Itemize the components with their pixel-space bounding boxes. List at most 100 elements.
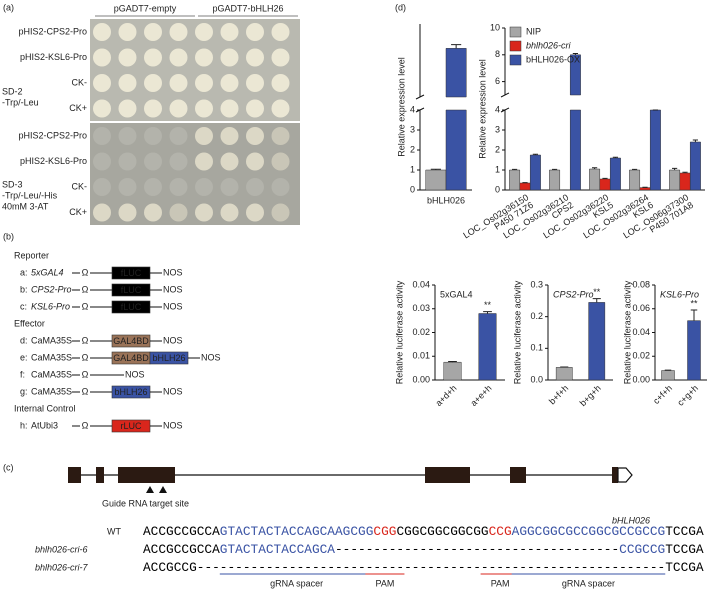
sequence-segment: TCCGA [665,560,704,575]
y-tick-label: 0.04 [632,327,650,337]
utr-arrow [617,467,633,483]
row-label: pHIS2-KSL6-Pro [20,52,87,62]
group-title: Effector [14,318,45,328]
panel-label: (b) [3,231,14,241]
legend-label: bHLH026-OX [526,54,580,64]
medium-label: SD-2 [2,86,23,96]
enhancer: Ω [82,335,89,345]
bar [609,157,621,191]
error-bar [532,153,538,155]
error-bar [692,139,698,142]
error-bar [690,309,698,321]
yeast-spot [93,127,111,145]
error-bar [483,311,492,314]
y-tick-label: 0.02 [632,351,650,361]
construct-id: e: [20,352,28,362]
sequence-segment: CCG [489,524,512,539]
row-label: CK+ [69,207,87,217]
sequence-segment: ----------------------------------------… [197,560,665,575]
error-bar [632,168,638,170]
target-triangles [146,486,167,493]
y-tick-label: 8 [495,49,500,59]
error-bar [572,52,578,55]
bar [639,187,651,191]
target-site-label: Guide RNA target site [102,498,189,508]
promoter: CaMA35S [31,352,72,362]
y-tick-label: 0.1 [530,343,543,353]
y-tick-label: 4 [495,104,500,114]
bar [629,169,641,191]
sequence-segment: ------------------------------------- [335,542,619,557]
error-bar [602,177,608,179]
yeast-spot [195,74,213,92]
group-title: Internal Control [14,403,76,413]
yeast-spot [271,127,290,145]
yeast-spot [195,48,213,67]
y-tick-label: 0.02 [412,327,430,337]
part-label: bHLH26 [152,353,185,363]
promoter: CaMA35S [31,386,72,396]
y-axis-label: Relative expression level [477,59,487,159]
part-label: fLUC [121,302,142,312]
yeast-spot [271,23,290,41]
bar [661,370,675,381]
x-tick-label: c+g+h [675,383,700,408]
error-bar [672,167,678,170]
promoter: CaMA35S [31,335,72,345]
column-header: pGADT7-empty [114,3,177,13]
terminator: NOS [163,335,183,345]
y-tick-label: 10 [490,22,500,32]
legend-swatch [509,40,522,52]
part-label: GAL4BD [113,353,149,363]
x-tick-label: bHLH026 [427,195,465,205]
yeast-spot [220,99,239,118]
medium-label: -Trp/-Leu [2,97,39,107]
column-header: pGADT7-bHLH26 [212,3,283,13]
chart-title: 5xGAL4 [440,289,473,299]
enhancer: Ω [82,420,89,430]
terminator: NOS [163,420,183,430]
row-label: pHIS2-CPS2-Pro [18,26,87,36]
y-tick-label: 0.06 [632,303,650,313]
annotation-label: gRNA spacer [562,578,615,588]
yeast-spot [246,23,264,41]
yeast-spot [246,127,264,145]
error-bar [552,168,558,170]
yeast-spot [271,74,290,92]
yeast-spot [144,48,162,67]
x-tick-label-group: a+d+h [433,383,458,408]
construct-id: g: [20,386,28,396]
yeast-spot [271,152,290,171]
yeast-spot [220,48,239,67]
significance: ** [690,298,698,308]
y-tick-label: 0.04 [412,279,430,289]
x-tick-label: a+e+h [468,383,493,408]
chart-title: CPS2-Pro [553,289,594,299]
part-label: fLUC [121,268,142,278]
sequence: ACCGCCGCCAGTACTACTACCAGCA---------------… [143,542,704,557]
x-tick-label: b+g+h [578,383,603,408]
yeast-spot [195,99,213,118]
bar [669,169,681,191]
y-tick-label: 0.3 [530,279,543,289]
yeast-spot [93,178,111,196]
bar [649,109,661,191]
yeast-spot [169,99,188,118]
legend-label: bhlh026-cri [526,40,572,50]
exon [612,467,618,483]
y-tick-label: 3 [410,124,415,134]
y-axis-label: Relative luciferase activity [394,280,404,384]
yeast-spot [246,152,264,171]
bar [555,367,573,381]
y-tick-label: 0 [410,184,415,194]
yeast-spot [220,203,239,222]
yeast-spot [220,127,239,145]
y-axis-label: Relative luciferase activity [622,280,632,384]
y-tick-label: 0.00 [412,374,430,384]
yeast-spot [118,23,137,41]
enhancer: Ω [82,301,89,311]
yeast-spot [169,48,188,67]
yeast-spot [118,127,137,145]
significance: ** [484,300,492,310]
enhancer: Ω [82,267,89,277]
